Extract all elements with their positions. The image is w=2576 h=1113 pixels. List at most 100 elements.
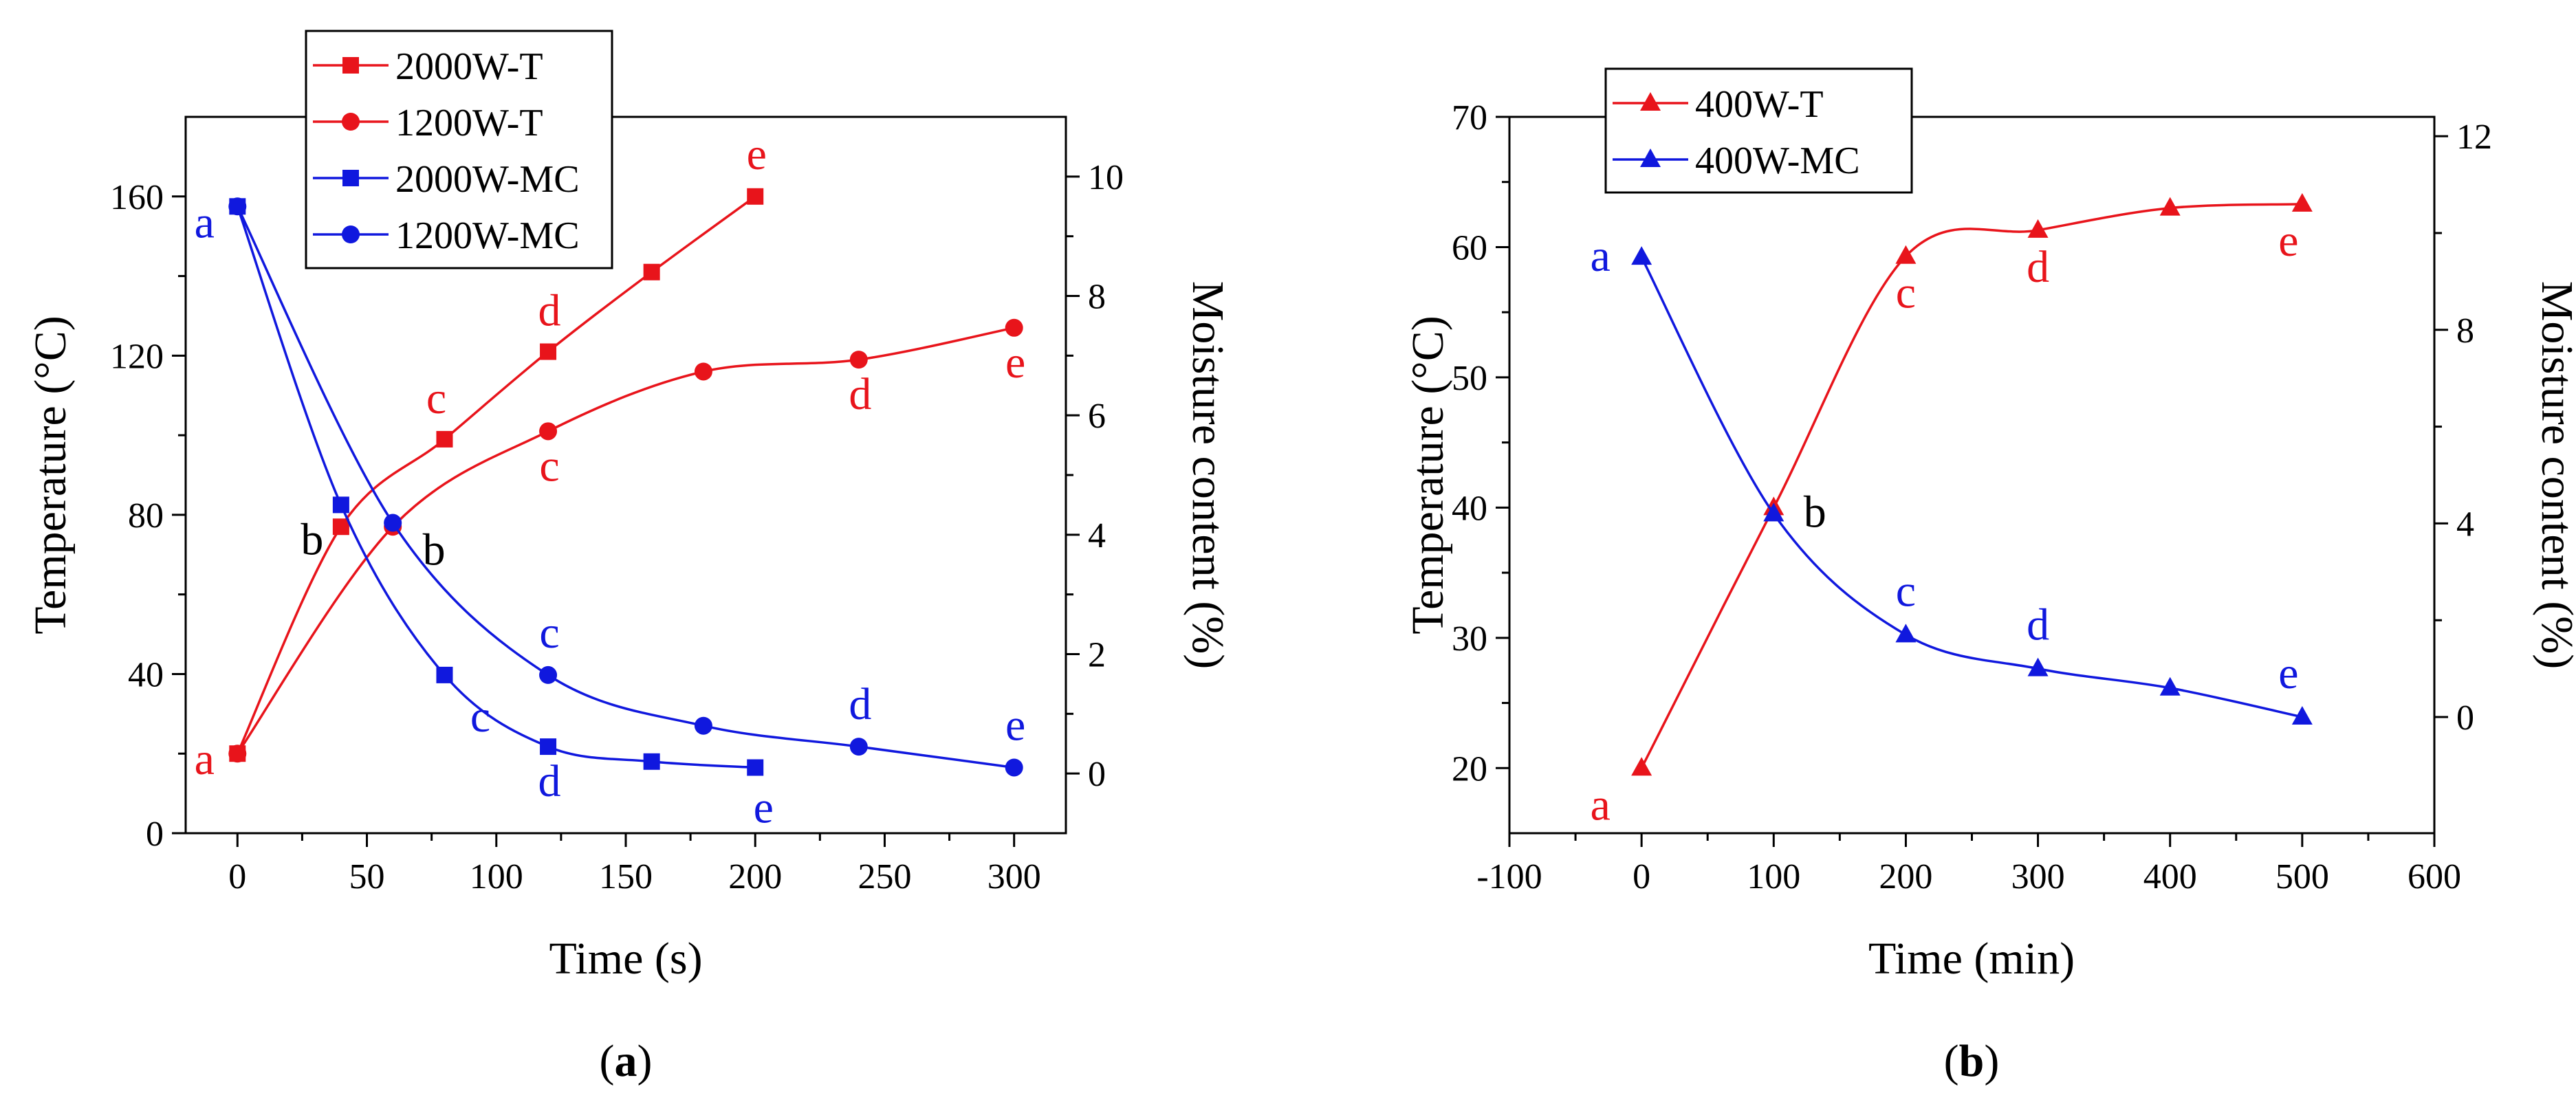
legend-b: 400W-T 400W-MC (1604, 67, 1913, 194)
x-axis-title-b: Time (min) (1868, 934, 2075, 984)
y-tick-label: 40 (1452, 489, 1487, 528)
data-point (228, 745, 247, 763)
point-annotation: e (754, 782, 774, 833)
x-tick-label: 100 (470, 857, 523, 896)
x-tick-label: 0 (228, 857, 246, 896)
point-annotation: b (1804, 487, 1826, 537)
x-tick-label: -100 (1476, 857, 1542, 896)
point-annotation: c (470, 692, 490, 742)
data-point (849, 351, 868, 369)
x-tick-label: 250 (858, 857, 911, 896)
y2-tick-label: 8 (2456, 311, 2474, 351)
y-tick-label: 60 (1452, 228, 1487, 267)
legend-a: 2000W-T 1200W-T 2000W-MC 1200W-MC (305, 30, 613, 269)
data-point (2291, 706, 2313, 725)
point-annotation: b (423, 525, 446, 575)
series-400W-T: a b c d e (1590, 192, 2313, 830)
y-tick-label: 50 (1452, 359, 1487, 398)
series-400W-MC: a c d e (1590, 231, 2313, 725)
y2-tick-label: 12 (2456, 118, 2492, 157)
point-annotation: e (2278, 216, 2298, 266)
legend-item: 1200W-T (313, 102, 543, 144)
data-point (436, 666, 453, 683)
legend-marker (342, 113, 360, 131)
x-tick-label: 300 (2011, 857, 2065, 896)
panel-label-a: (a) (600, 1036, 653, 1086)
data-point (1631, 757, 1652, 776)
series-line (1640, 203, 2302, 769)
y-tick-label: 160 (110, 178, 164, 217)
legend-item: 2000W-T (313, 45, 543, 88)
point-annotation: c (539, 608, 559, 658)
data-point (540, 738, 557, 756)
point-annotation: d (849, 679, 871, 729)
legend-label: 1200W-T (395, 102, 543, 144)
legend-item: 1200W-MC (313, 214, 580, 257)
point-annotation: e (747, 129, 767, 179)
legend-label: 2000W-MC (395, 158, 580, 201)
data-point (2027, 219, 2049, 238)
panel-label-b: (b) (1944, 1036, 2000, 1086)
x-tick-label: 0 (1633, 857, 1650, 896)
y-tick-label: 40 (128, 655, 164, 694)
point-annotation: d (538, 286, 561, 336)
x-tick-label: 400 (2143, 857, 2197, 896)
point-annotation: e (1005, 338, 1025, 388)
point-annotation: d (2027, 600, 2049, 650)
series-line (236, 195, 756, 754)
data-point (1005, 318, 1023, 337)
point-annotation: c (1896, 268, 1916, 318)
legend-label: 2000W-T (395, 45, 543, 88)
data-point (2159, 676, 2181, 696)
legend-marker (1640, 148, 1661, 167)
data-point (539, 422, 558, 441)
plot-area-b: a b c d e a c d e (1590, 192, 2313, 830)
series-line (1640, 256, 2303, 718)
point-annotation: a (1590, 780, 1610, 830)
axes-a: 0 50 100 150 200 250 300 0 40 80 120 160 0 2 4 6 8 10 (110, 158, 1124, 896)
data-point (643, 263, 660, 280)
data-point (747, 188, 764, 205)
x-tick-label: 300 (987, 857, 1041, 896)
legend-item: 400W-T (1613, 83, 1824, 126)
data-point (849, 738, 868, 756)
y2-tick-label: 4 (1088, 516, 1106, 555)
series-1200W-T: b c d e (228, 318, 1025, 763)
legend-marker (1640, 92, 1661, 111)
point-annotation: a (195, 197, 215, 247)
y-tick-label: 80 (128, 496, 164, 536)
data-point (694, 362, 712, 381)
data-point (643, 753, 660, 770)
data-point (2027, 657, 2049, 676)
data-point (332, 518, 349, 536)
legend-marker (342, 170, 359, 186)
data-point (2159, 197, 2181, 216)
axes-b: -100 0 100 200 300 400 500 600 20 30 40 50 60 70 0 4 8 12 (1452, 98, 2492, 896)
point-annotation: b (301, 514, 323, 564)
data-point (1763, 503, 1784, 522)
series-line (236, 206, 756, 769)
y-tick-label: 70 (1452, 98, 1487, 137)
point-annotation: c (539, 441, 559, 491)
data-point (1895, 624, 1917, 643)
series-line (236, 327, 1015, 755)
data-point (384, 514, 402, 532)
x-axis-title-a: Time (s) (549, 934, 702, 984)
x-tick-label: 200 (728, 857, 782, 896)
data-point (1005, 758, 1023, 777)
point-annotation: a (1590, 231, 1610, 281)
y-axis-title-b: Temperature (°C) (1403, 316, 1453, 634)
point-annotation: d (849, 369, 871, 419)
y2-axis-title-b: Moisture content (%) (2532, 281, 2576, 670)
y2-tick-label: 0 (2456, 698, 2474, 738)
y-axis-title-a: Temperature (°C) (25, 316, 76, 634)
point-annotation: c (426, 373, 446, 423)
y2-tick-label: 8 (1088, 278, 1106, 317)
y2-tick-label: 10 (1088, 158, 1124, 197)
point-annotation: e (2278, 648, 2298, 698)
data-point (694, 716, 712, 735)
